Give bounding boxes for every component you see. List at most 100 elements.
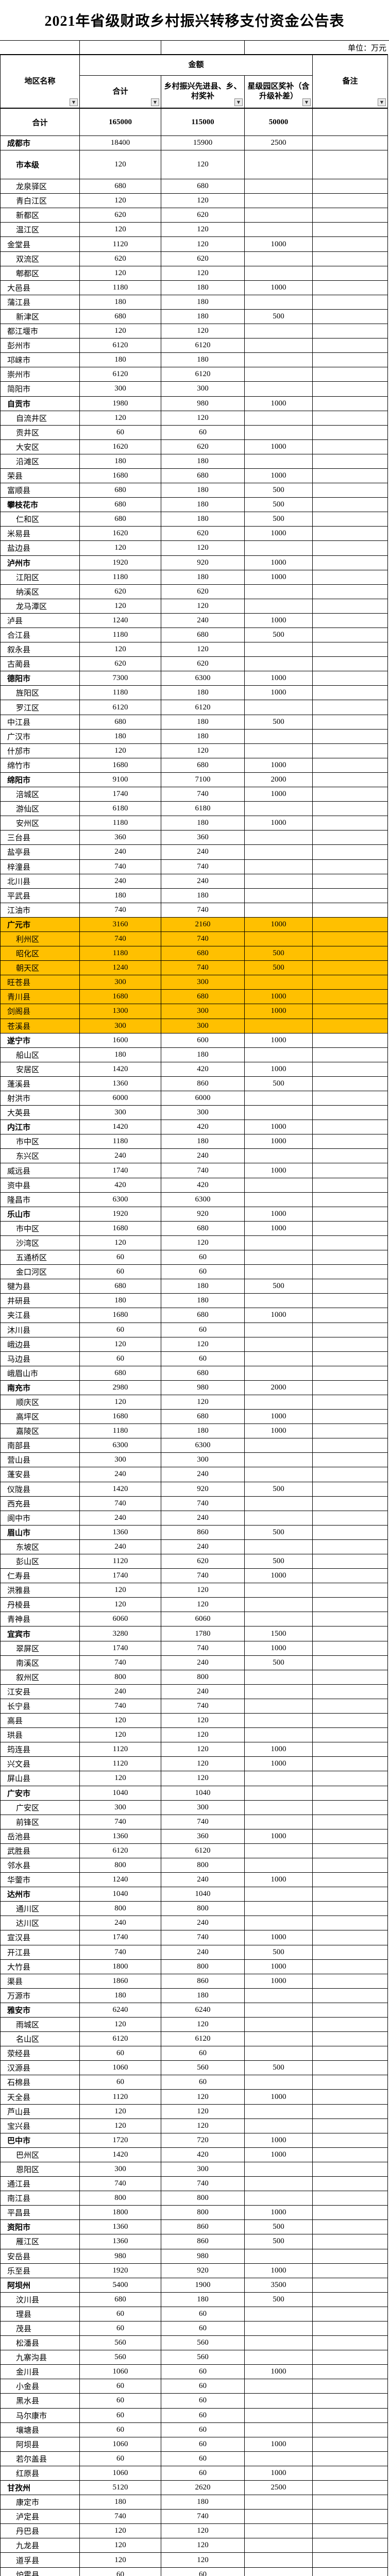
advanced-award-cell: 180 (161, 729, 245, 743)
total-cell: 1240 (80, 613, 161, 628)
advanced-award-cell: 1040 (161, 1887, 245, 1902)
remarks-cell (313, 1221, 388, 1235)
park-award-cell: 1000 (245, 2147, 313, 2162)
park-award-cell (245, 1858, 313, 1873)
region-cell: 宜宾市 (1, 1626, 80, 1641)
park-award-cell (245, 2336, 313, 2350)
region-cell: 纳溪区 (1, 584, 80, 599)
total-cell: 165000 (80, 109, 161, 135)
park-award-cell (245, 2451, 313, 2466)
total-cell: 1720 (80, 2133, 161, 2147)
park-award-cell (245, 1337, 313, 1351)
total-cell: 560 (80, 2350, 161, 2365)
remarks-cell (313, 1250, 388, 1265)
advanced-award-cell: 740 (161, 961, 245, 975)
table-row: 邛崃市 180 180 (1, 353, 388, 368)
remarks-cell (313, 729, 388, 743)
advanced-award-cell: 800 (161, 1959, 245, 1974)
remarks-cell (313, 1062, 388, 1076)
park-award-cell: 1000 (245, 1569, 313, 1583)
total-cell: 5120 (80, 2481, 161, 2495)
filter-dropdown-button[interactable]: ▼ (302, 98, 311, 106)
filter-dropdown-button[interactable]: ▼ (378, 98, 386, 106)
advanced-award-cell: 620 (161, 439, 245, 454)
total-cell: 60 (80, 2075, 161, 2090)
region-cell: 岳池县 (1, 1829, 80, 1843)
table-row: 九龙县 120 120 (1, 2538, 388, 2553)
remarks-cell (313, 512, 388, 527)
park-award-cell (245, 1786, 313, 1800)
advanced-award-cell: 120 (161, 324, 245, 338)
total-cell: 1420 (80, 1062, 161, 1076)
table-row: 东兴区 240 240 (1, 1149, 388, 1164)
advanced-award-cell: 180 (161, 280, 245, 295)
advanced-award-cell: 120 (161, 194, 245, 208)
table-row: 荥经县 60 60 (1, 2046, 388, 2061)
table-row: 北川县 240 240 (1, 874, 388, 889)
advanced-award-cell: 860 (161, 2234, 245, 2249)
total-cell: 6180 (80, 802, 161, 816)
region-cell: 仪陇县 (1, 1482, 80, 1496)
park-award-cell: 1000 (245, 1134, 313, 1149)
table-row: 壤塘县 60 60 (1, 2422, 388, 2437)
region-cell: 万源市 (1, 1988, 80, 2003)
total-cell: 120 (80, 223, 161, 237)
table-row: 南充市 2980 980 2000 (1, 1380, 388, 1395)
table-row: 江阳区 1180 180 1000 (1, 570, 388, 585)
remarks-cell (313, 425, 388, 439)
total-cell: 120 (80, 150, 161, 179)
park-award-cell: 1000 (245, 2263, 313, 2278)
remarks-cell (313, 2510, 388, 2524)
remarks-cell (313, 1829, 388, 1843)
advanced-award-cell: 740 (161, 2510, 245, 2524)
park-award-cell: 1000 (245, 1033, 313, 1047)
table-row: 南溪区 740 240 500 (1, 1655, 388, 1670)
total-cell: 1240 (80, 961, 161, 975)
park-award-cell: 1000 (245, 396, 313, 411)
table-row: 达川区 240 240 (1, 1916, 388, 1931)
table-row: 华蓥市 1240 240 1000 (1, 1873, 388, 1888)
advanced-award-cell: 240 (161, 613, 245, 628)
park-award-cell: 1000 (245, 1974, 313, 1988)
total-cell: 620 (80, 208, 161, 223)
region-cell: 天全县 (1, 2090, 80, 2104)
region-cell: 南江县 (1, 2191, 80, 2206)
region-cell: 旌阳区 (1, 686, 80, 700)
advanced-award-cell: 420 (161, 1178, 245, 1192)
total-cell: 680 (80, 179, 161, 194)
table-row: 叙永县 120 120 (1, 642, 388, 657)
park-award-cell: 1000 (245, 570, 313, 584)
table-row: 洪雅县 120 120 (1, 1583, 388, 1598)
remarks-cell (313, 1800, 388, 1815)
total-cell: 1180 (80, 686, 161, 700)
total-cell: 9100 (80, 772, 161, 787)
region-cell: 黑水县 (1, 2394, 80, 2408)
region-cell: 阿坝县 (1, 2437, 80, 2451)
total-cell: 1180 (80, 1134, 161, 1149)
advanced-award-cell: 60 (161, 2466, 245, 2480)
table-row: 富顺县 680 180 500 (1, 483, 388, 498)
region-cell: 游仙区 (1, 802, 80, 816)
filter-dropdown-button[interactable]: ▼ (234, 98, 243, 106)
remarks-cell (313, 2061, 388, 2075)
table-row: 康定市 180 180 (1, 2495, 388, 2510)
advanced-award-cell: 60 (161, 2046, 245, 2061)
remarks-cell (313, 1076, 388, 1091)
filter-dropdown-button[interactable]: ▼ (70, 98, 78, 106)
remarks-cell (313, 2162, 388, 2177)
table-row: 德阳市 7300 6300 1000 (1, 671, 388, 686)
region-cell: 大竹县 (1, 1959, 80, 1974)
park-award-cell (245, 2422, 313, 2437)
table-row: 青白江区 120 120 (1, 194, 388, 209)
advanced-award-cell: 6120 (161, 367, 245, 382)
advanced-award-cell: 740 (161, 1699, 245, 1714)
advanced-award-cell: 120 (161, 2119, 245, 2133)
table-row: 乐山市 1920 920 1000 (1, 1207, 388, 1222)
filter-dropdown-button[interactable]: ▼ (151, 98, 159, 106)
table-row: 屏山县 120 120 (1, 1771, 388, 1786)
total-cell: 1120 (80, 237, 161, 251)
remarks-cell (313, 2206, 388, 2220)
region-cell: 嘉陵区 (1, 1424, 80, 1438)
table-row: 朝天区 1240 740 500 (1, 961, 388, 976)
total-cell: 18400 (80, 136, 161, 150)
